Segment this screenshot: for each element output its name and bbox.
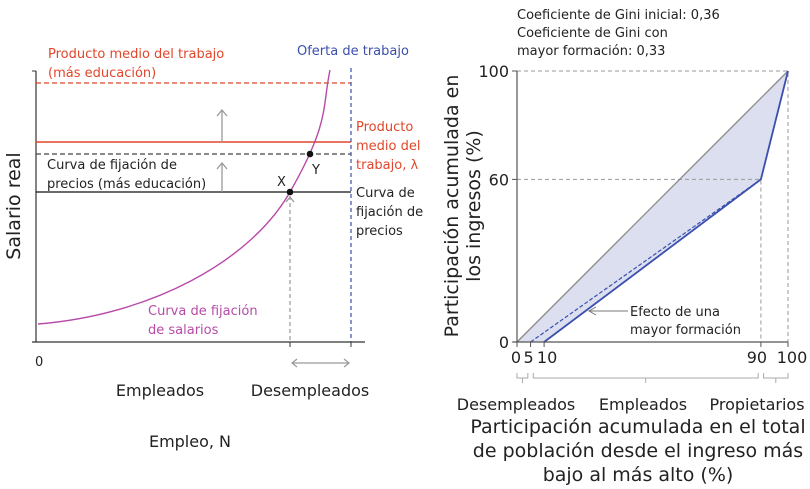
avg-product-label: Producto bbox=[356, 120, 413, 135]
point-y-label: Y bbox=[311, 163, 320, 178]
y-tick-label: 0 bbox=[499, 333, 509, 352]
wage-setting-label: Curva de fijación bbox=[148, 304, 258, 319]
group-employed: Empleados bbox=[599, 395, 687, 414]
guide-100 bbox=[517, 70, 789, 342]
gini-initial: Coeficiente de Gini inicial: 0,36 bbox=[517, 8, 720, 23]
x-tick-label: 0 bbox=[511, 348, 521, 367]
group-unemployed: Desempleados bbox=[457, 395, 575, 414]
x-tick-label: 100 bbox=[777, 348, 808, 367]
unemployed-label: Desempleados bbox=[251, 381, 369, 400]
bracket-owners bbox=[763, 373, 789, 379]
avg-product-label-2: medio del bbox=[356, 139, 420, 154]
lorenz-plot: 0 60 100 0 5 10 90 100 bbox=[478, 62, 807, 383]
price-setting-label: Curva de bbox=[356, 186, 415, 201]
price-setting-label-2: fijación de bbox=[356, 205, 423, 220]
unemployed-double-arrow bbox=[291, 358, 350, 368]
y-tick-label: 100 bbox=[478, 62, 509, 81]
y-tick-label: 60 bbox=[489, 170, 509, 189]
gini-training: Coeficiente de Gini con bbox=[517, 26, 668, 41]
bracket-employed bbox=[532, 373, 759, 379]
y-axis-label: Salario real bbox=[3, 152, 25, 259]
avg-product-edu-label-2: (más educación) bbox=[48, 66, 156, 81]
equality-line bbox=[516, 70, 789, 343]
x-tick-label: 10 bbox=[537, 348, 557, 367]
x-axis-label-2: de población desde el ingreso más bbox=[473, 440, 803, 462]
guide-60 bbox=[517, 178, 762, 342]
x-tick-label: 5 bbox=[523, 348, 533, 367]
lorenz-initial bbox=[543, 70, 789, 343]
lorenz-more-training bbox=[530, 178, 762, 343]
point-y bbox=[306, 150, 314, 158]
x-axis-label: Participación acumulada en el total bbox=[470, 416, 805, 438]
wage-setting-label-2: de salarios bbox=[148, 323, 219, 338]
annotation: Efecto de una bbox=[630, 305, 720, 320]
point-x-label: X bbox=[277, 175, 286, 190]
up-arrows bbox=[216, 108, 295, 203]
lorenz-diagram: Coeficiente de Gini inicial: 0,36 Coefic… bbox=[441, 8, 807, 486]
origin-label: 0 bbox=[35, 355, 43, 370]
x-axis-label-3: bajo al más alto (%) bbox=[543, 464, 734, 486]
employed-label: Empleados bbox=[116, 381, 204, 400]
x-tick-label: 90 bbox=[747, 348, 767, 367]
avg-product-label-3: trabajo, λ bbox=[356, 158, 418, 173]
price-setting-label-3: precios bbox=[356, 224, 403, 239]
annotation-2: mayor formación bbox=[630, 323, 741, 338]
price-setting-edu-label: Curva de fijación de bbox=[47, 158, 177, 173]
gini-training-2: mayor formación: 0,33 bbox=[517, 44, 665, 59]
price-setting-edu-label-2: precios (más educación) bbox=[47, 177, 206, 192]
x-axis-label: Empleo, N bbox=[149, 432, 231, 451]
y-axis-label: Participación acumulada en bbox=[441, 75, 463, 338]
annotation-arrow-icon bbox=[587, 306, 597, 316]
wage-setting-curve bbox=[37, 69, 331, 325]
bracket-unemployed bbox=[516, 373, 529, 379]
avg-product-edu-label: Producto medio del trabajo bbox=[48, 47, 224, 62]
point-x bbox=[286, 188, 294, 196]
labor-market-diagram: X Y Producto medio del trabajo (más educ… bbox=[3, 44, 423, 451]
group-owners: Propietarios bbox=[709, 395, 804, 414]
labor-supply-label: Oferta de trabajo bbox=[297, 44, 409, 59]
y-axis-label-2: los ingresos (%) bbox=[463, 130, 485, 282]
